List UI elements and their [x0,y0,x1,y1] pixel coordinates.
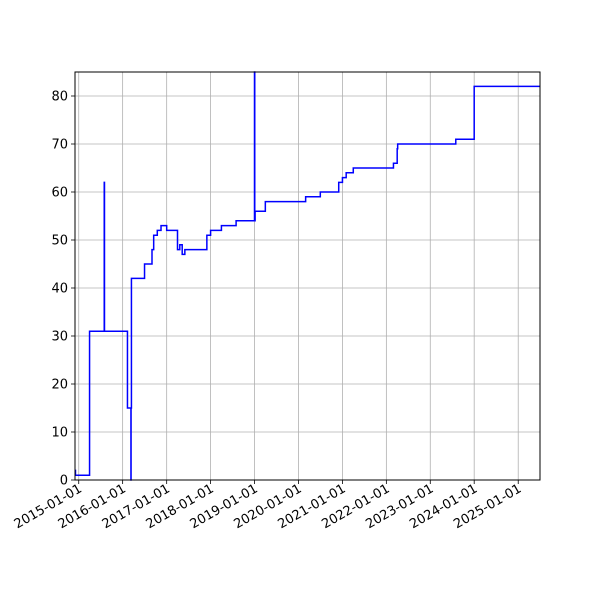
y-tick-label: 80 [51,90,68,105]
y-axis: 0 10 20 30 40 50 60 70 80 [51,90,75,489]
y-tick-label: 40 [51,282,68,297]
y-tick-label: 0 [60,474,68,489]
y-tick-label: 30 [51,330,68,345]
y-tick-label: 60 [51,186,68,201]
y-tick-label: 20 [51,378,68,393]
series-line [74,71,540,481]
series-line-layer [74,71,540,481]
y-tick-label: 10 [51,426,68,441]
y-tick-label: 70 [51,138,68,153]
plot-frame [74,71,541,481]
x-axis: 2015-01-012016-01-012017-01-012018-01-01… [12,480,524,532]
y-tick-label: 50 [51,234,68,249]
